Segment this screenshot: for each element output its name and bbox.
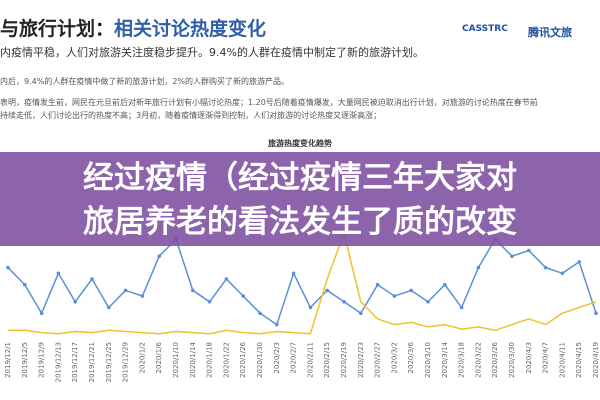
point — [543, 265, 548, 270]
x-tick-label: 2020/4/11 — [558, 342, 566, 378]
x-tick-label: 2020/1/18 — [206, 342, 214, 378]
x-tick-label: 2020/2/19 — [340, 342, 348, 378]
point — [191, 288, 195, 293]
point — [308, 305, 313, 310]
paragraph: 表明，疫情发生前，网民在元旦前后对新年旅行计划有小幅讨论热度；1.20号后随着疫… — [0, 98, 538, 107]
x-tick-label: 2019/12/17 — [71, 342, 79, 382]
x-tick-label: 2020/3/18 — [458, 342, 466, 378]
point — [359, 311, 363, 316]
point — [258, 311, 262, 316]
point — [224, 277, 229, 281]
point — [476, 265, 481, 270]
point — [459, 305, 464, 310]
logo: CASSTRC — [462, 24, 508, 34]
banner-line: 旅居养老的看法发生了质的改变 — [83, 204, 517, 240]
x-tick-label: 2020/4/3 — [525, 342, 533, 373]
x-tick-label: 2020/3/22 — [474, 342, 482, 378]
x-tick-label: 2020/1/26 — [239, 341, 247, 377]
point — [241, 294, 245, 298]
point — [443, 282, 447, 287]
point — [6, 265, 10, 270]
x-tick-label: 2019/12/21 — [88, 342, 96, 382]
title: 与旅行计划：相关讨论热度变化 — [0, 14, 266, 41]
x-tick-label: 2020/2/27 — [374, 342, 382, 378]
x-tick-label: 2020/1/22 — [222, 342, 230, 378]
series-line — [8, 230, 597, 335]
title-blue: 相关讨论热度变化 — [114, 18, 267, 40]
x-tick-label: 2020/4/15 — [575, 342, 583, 378]
x-tick-label: 2020/1/30 — [256, 342, 264, 378]
x-tick-label: 2020/4/7 — [542, 342, 550, 373]
x-tick-label: 2020/1/10 — [172, 342, 180, 378]
paragraph: 持续走低，人们讨论出行的热度不高；3月初，随着疫情逐渐得到控制，人们对旅游的讨论… — [0, 111, 382, 120]
point — [207, 300, 212, 304]
x-tick-label: 2020/2/7 — [290, 342, 298, 373]
point — [90, 277, 94, 281]
point — [291, 271, 296, 276]
point — [23, 282, 27, 287]
paragraph: 内后，9.4%的人群在疫情中做了新的旅游计划，2%的人群购买了新的旅游产品。 — [0, 77, 290, 86]
x-tick-label: 2019/12/1 — [4, 342, 12, 378]
x-tick-label: 2020/3/30 — [508, 342, 516, 378]
point — [39, 311, 44, 316]
point — [510, 254, 514, 258]
chart-title: 旅游热度变化趋势 — [268, 138, 332, 148]
point — [392, 294, 397, 298]
point — [325, 288, 330, 293]
x-tick-label: 2020/3/6 — [407, 341, 415, 373]
banner: 经过疫情（经过疫情三年大家对 旅居养老的看法发生了质的改变 — [0, 152, 600, 246]
x-tick-label: 2020/3/14 — [441, 341, 449, 377]
x-tick-label: 2020/2/15 — [323, 342, 331, 378]
banner-line: 经过疫情（经过疫情三年大家对 — [83, 160, 517, 196]
x-tick-label: 2020/2/11 — [306, 342, 314, 378]
point — [73, 300, 77, 304]
point — [594, 311, 598, 316]
point — [409, 288, 414, 293]
x-tick-label: 2020/3/2 — [390, 342, 398, 373]
x-tick-label: 2020/2/23 — [357, 342, 365, 378]
point — [426, 300, 430, 304]
x-tick-label: 2019/12/13 — [54, 342, 62, 382]
point — [560, 271, 565, 276]
x-tick-label: 2020/1/14 — [189, 341, 197, 377]
point — [157, 254, 161, 258]
paragraph: 内疫情平稳，人们对旅游关注度稳步提升。9.4%的人群在疫情中制定了新的旅游计划。 — [0, 46, 424, 59]
x-tick-label: 2019/12/25 — [105, 342, 113, 382]
x-tick-label: 2019/12/29 — [122, 342, 130, 382]
x-tick-label: 2020/3/26 — [491, 341, 499, 377]
x-tick-label: 2019/12/5 — [21, 342, 29, 378]
x-tick-label: 2020/3/10 — [424, 342, 432, 378]
series-line — [7, 237, 597, 326]
x-tick-label: 2020/4/19 — [592, 342, 600, 378]
point — [275, 322, 279, 327]
point — [375, 282, 380, 287]
x-tick-label: 2020/1/6 — [155, 341, 163, 373]
point — [577, 260, 581, 264]
point — [140, 294, 145, 298]
title-black: 与旅行计划： — [0, 18, 115, 40]
x-tick-label: 2020/2/3 — [273, 342, 281, 373]
point — [123, 288, 128, 293]
logo: 腾讯文旅 — [528, 26, 572, 39]
x-tick-label: 2020/1/2 — [138, 342, 146, 373]
point — [107, 305, 111, 310]
point — [56, 271, 61, 276]
point — [527, 248, 531, 253]
point — [342, 300, 346, 304]
x-tick-label: 2019/12/9 — [38, 342, 46, 378]
